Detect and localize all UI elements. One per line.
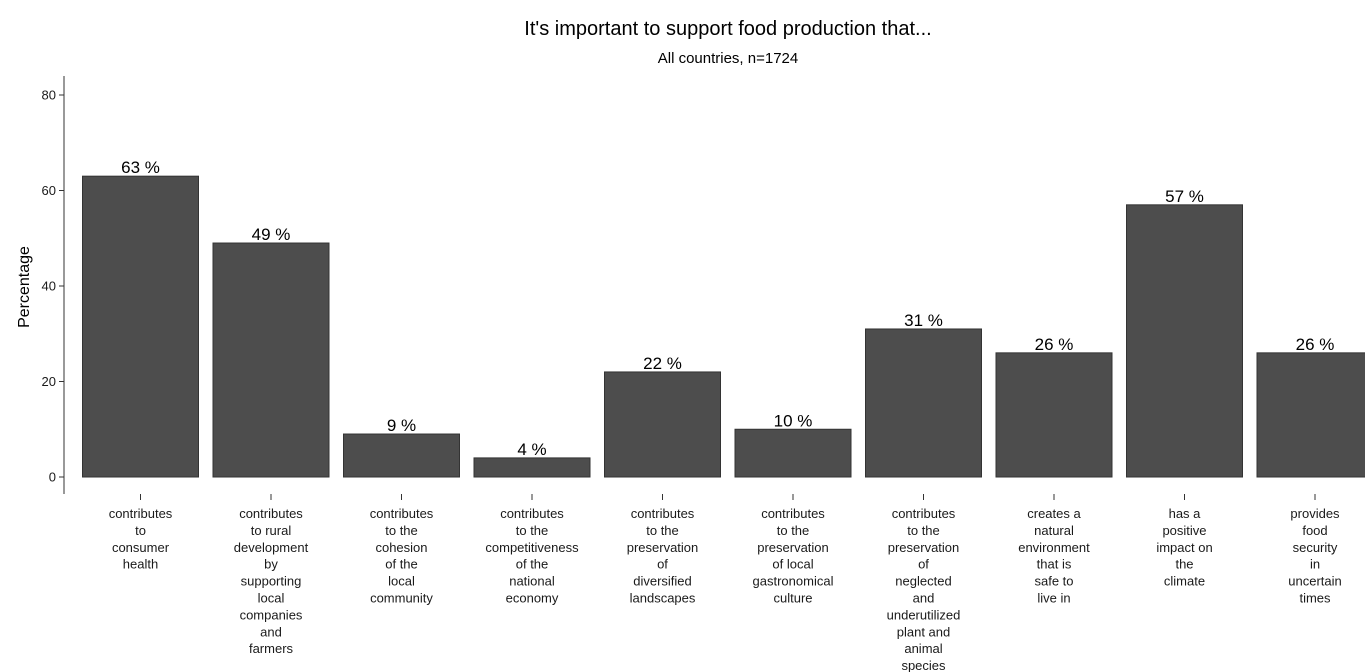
bar-value-label: 31 % (904, 311, 943, 330)
bar-value-label: 63 % (121, 158, 160, 177)
x-category-label: provides food security in uncertain times (1288, 506, 1341, 606)
x-category-label: creates a natural environment that is safe t… (1018, 506, 1090, 606)
bar-value-label: 49 % (252, 225, 291, 244)
bar (995, 352, 1113, 478)
data-labels-group: 63 % 49 % 9 % 4 % 22 % 10 % 31 % 26 % 57 % 26 % (121, 158, 1334, 459)
bar-value-label: 4 % (517, 440, 546, 459)
x-category-label: contributes to the preservation of diversifi… (627, 506, 699, 606)
bar-value-label: 26 % (1296, 335, 1335, 354)
y-tick-label: 20 (42, 374, 56, 389)
bar-value-label: 57 % (1165, 187, 1204, 206)
bar (212, 242, 330, 478)
bar-value-label: 26 % (1035, 335, 1074, 354)
y-tick-label: 0 (49, 470, 56, 485)
x-axis-labels: contributes to consumer health contributes to… (109, 506, 1342, 672)
bar (473, 457, 591, 478)
x-category-label: contributes to the competitiveness of the na… (485, 506, 579, 606)
x-category-label: has a positive impact on the climate (1156, 506, 1212, 589)
bars-group (82, 175, 1365, 478)
bar (734, 428, 852, 478)
x-axis-ticks (140, 494, 1316, 500)
bar-value-label: 9 % (387, 416, 416, 435)
y-axis-title: Percentage (16, 246, 33, 328)
x-category-label: contributes to rural development by supporti… (234, 506, 309, 656)
bar (1126, 204, 1243, 478)
x-category-label: contributes to the preservation of neglected… (887, 506, 961, 672)
chart-title: It's important to support food productio… (524, 18, 931, 40)
x-category-label: contributes to the preservation of local gas… (753, 506, 834, 606)
bar (1256, 352, 1365, 478)
bar-value-label: 22 % (643, 354, 682, 373)
y-axis-ticks: 0 20 40 60 80 (42, 88, 64, 485)
chart-subtitle: All countries, n=1724 (658, 50, 799, 67)
bar (343, 433, 460, 478)
y-tick-label: 40 (42, 279, 56, 294)
bar-value-label: 10 % (774, 411, 813, 430)
y-tick-label: 80 (42, 88, 56, 103)
bar (604, 371, 721, 478)
x-category-label: contributes to the cohesion of the local comm… (370, 506, 434, 606)
y-tick-label: 60 (42, 183, 56, 198)
bar (865, 328, 982, 478)
x-category-label: contributes to consumer health (109, 506, 173, 572)
bar (82, 175, 199, 478)
